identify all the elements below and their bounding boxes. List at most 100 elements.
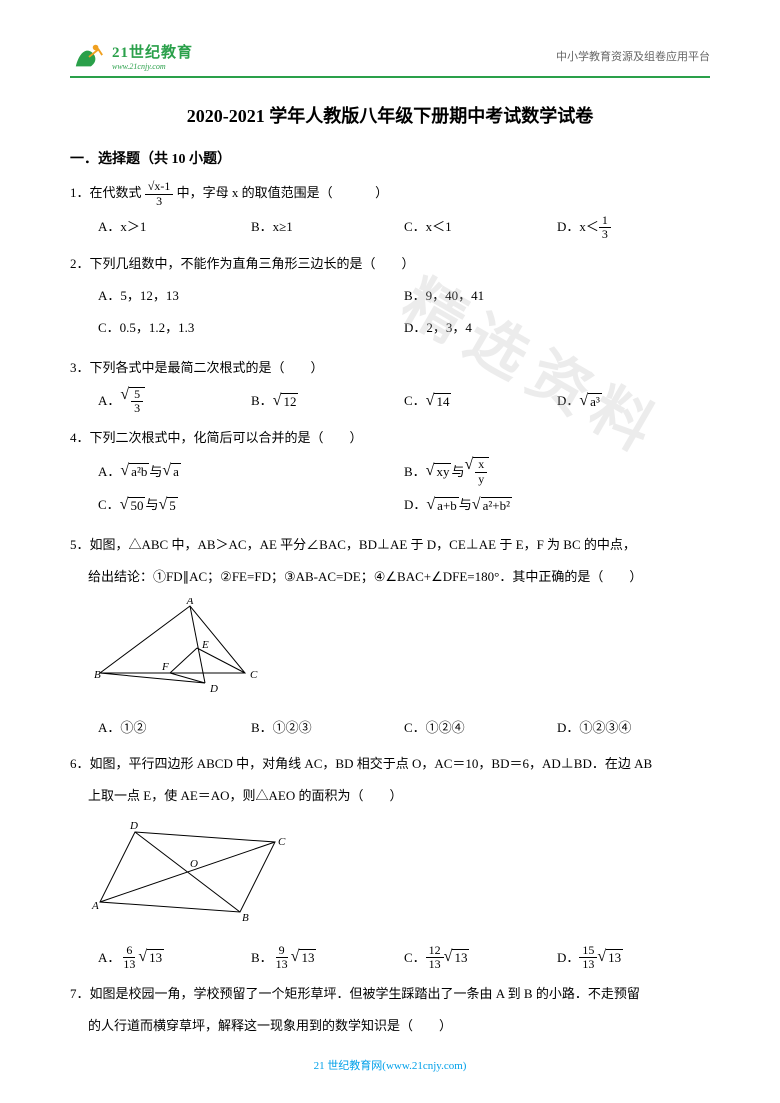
- q6-c-den: 13: [426, 958, 444, 971]
- q4-a-s1: √a²b: [120, 463, 149, 480]
- question-3: 3．下列各式中是最简二次根式的是（ ） A． √ 5 3 B． √12: [70, 355, 710, 415]
- q6-b-den: 13: [273, 958, 291, 971]
- q3-options: A． √ 5 3 B． √12 C． √14: [70, 387, 710, 415]
- sqrt-icon: √: [120, 497, 129, 513]
- q4-b-and: 与: [451, 459, 464, 485]
- q3-a-sqrt: √ 5 3: [120, 387, 145, 415]
- q3-a-num: 5: [131, 388, 143, 402]
- q1-expression: √x-1 3: [145, 180, 174, 207]
- q6-line1: 6．如图，平行四边形 ABCD 中，对角线 AC，BD 相交于点 O，AC＝10…: [70, 751, 710, 777]
- q6-A: A: [91, 900, 99, 912]
- q4-c-s1: √50: [120, 497, 146, 514]
- q1-opt-a: A．x＞1: [98, 214, 251, 241]
- sqrt-icon: √: [426, 497, 435, 513]
- q4-b-b1: xy: [434, 463, 451, 480]
- q5-options: A．①② B．①②③ C．①②④ D．①②③④: [70, 715, 710, 741]
- q2-opt-a: A．5，12，13: [98, 283, 404, 309]
- q5-opt-d: D．①②③④: [557, 715, 710, 741]
- q2-opt-d: D．2，3，4: [404, 315, 710, 341]
- sqrt-icon: √: [472, 497, 481, 513]
- q4-b-den: y: [475, 473, 487, 486]
- q4-a-b2: a: [171, 463, 181, 480]
- q5-C: C: [250, 669, 258, 681]
- q4-b-num: x: [475, 458, 487, 472]
- q6-B: B: [242, 912, 249, 924]
- q6-b-rad: 13: [299, 949, 316, 966]
- q6-c-label: C．: [404, 945, 426, 971]
- q1-opt-d-lt: ＜: [586, 214, 599, 240]
- footer: 21 世纪教育网(www.21cnjy.com): [0, 1057, 780, 1073]
- q6-a-den: 13: [120, 958, 138, 971]
- q6-b-num: 9: [276, 944, 288, 958]
- q6-svg: D C B A O: [90, 817, 290, 927]
- q7-line2: 的人行道而横穿草坪，解释这一现象用到的数学知识是（ ）: [70, 1013, 710, 1039]
- q6-c-sqrt: √13: [444, 949, 470, 966]
- sqrt-icon: √: [579, 393, 588, 409]
- sqrt-icon: √: [444, 949, 453, 965]
- q3-opt-d: D． √a³: [557, 387, 710, 415]
- q3-opt-b: B． √12: [251, 387, 404, 415]
- q6-d-label: D．: [557, 945, 579, 971]
- q6-C: C: [278, 836, 286, 848]
- q3-a-den: 3: [131, 402, 143, 415]
- q3-c-body: 14: [434, 393, 451, 410]
- logo-icon: [70, 40, 108, 72]
- q1-opt-d-frac: 1 3: [599, 214, 611, 241]
- q4-c-s2: √5: [158, 497, 177, 514]
- q2-opt-b: B．9，40，41: [404, 283, 710, 309]
- q6-c-rad: 13: [452, 949, 469, 966]
- q5-opt-c: C．①②④: [404, 715, 557, 741]
- q4-c-label: C．: [98, 492, 120, 518]
- q6-b-sqrt: √13: [291, 949, 317, 966]
- q3-b-label: B．: [251, 388, 273, 414]
- q6-b-label: B．: [251, 945, 273, 971]
- question-5: 5．如图，△ABC 中，AB＞AC，AE 平分∠BAC，BD⊥AE 于 D，CE…: [70, 532, 710, 741]
- q3-a-frac: 5 3: [131, 388, 143, 415]
- q3-d-body: a³: [588, 393, 602, 410]
- q6-b-frac: 913: [273, 944, 291, 971]
- q5-E: E: [201, 639, 209, 651]
- q1-text-b: 中，字母 x 的取值范围是（: [177, 185, 333, 200]
- sqrt-icon: √: [273, 393, 282, 409]
- exam-title: 2020-2021 学年人教版八年级下册期中考试数学试卷: [70, 102, 710, 128]
- q5-B: B: [94, 669, 101, 681]
- q4-c-b1: 50: [128, 497, 145, 514]
- q6-d-rad: 13: [606, 949, 623, 966]
- q7-line1: 7．如图是校园一角，学校预留了一个矩形草坪．但被学生踩踏出了一条由 A 到 B …: [70, 981, 710, 1007]
- q3-c-sqrt: √14: [426, 393, 452, 410]
- q3-d-label: D．: [557, 388, 579, 414]
- q4-d-b1: a+b: [435, 497, 459, 514]
- q4-d-label: D．: [404, 492, 426, 518]
- q4-text: 4．下列二次根式中，化简后可以合并的是（ ）: [70, 425, 710, 451]
- q1-d-den: 3: [599, 228, 611, 241]
- sqrt-icon: √: [138, 949, 147, 965]
- q4-c-and: 与: [145, 492, 158, 518]
- logo-text: 21世纪教育 www.21cnjy.com: [112, 41, 193, 71]
- q4-b-s1: √xy: [426, 463, 452, 480]
- q5-F: F: [161, 661, 169, 673]
- q6-d-sqrt: √13: [597, 949, 623, 966]
- q1-text-c: ）: [375, 185, 388, 200]
- q4-a-label: A．: [98, 459, 120, 485]
- q6-line2: 上取一点 E，使 AE＝AO，则△AEO 的面积为（ ）: [70, 783, 710, 809]
- q6-c-num: 12: [426, 944, 444, 958]
- logo-url: www.21cnjy.com: [112, 62, 193, 71]
- q4-b-s2: √xy: [464, 457, 489, 485]
- q4-opt-d: D． √a+b 与 √a²+b²: [404, 492, 710, 518]
- q1-frac-num: √x-1: [145, 180, 174, 194]
- q2-text: 2．下列几组数中，不能作为直角三角形三边长的是（ ）: [70, 251, 710, 277]
- q1-opt-b: B．x≥1: [251, 214, 404, 241]
- q6-options: A． 613 √13 B． 913 √13 C． 1213 √13 D． 151…: [70, 944, 710, 971]
- q5-A: A: [186, 598, 194, 607]
- q4-opt-a: A． √a²b 与 √a: [98, 457, 404, 485]
- q6-D: D: [129, 820, 138, 832]
- q5-opt-b: B．①②③: [251, 715, 404, 741]
- q5-figure: A B C D E F: [90, 598, 710, 707]
- q6-opt-c: C． 1213 √13: [404, 944, 557, 971]
- q2-opt-c: C．0.5，1.2，1.3: [98, 315, 404, 341]
- q4-b-b2: xy: [473, 457, 489, 485]
- q1-frac-den: 3: [153, 195, 165, 208]
- q1-opt-d: D．x ＜ 1 3: [557, 214, 710, 241]
- q6-d-num: 15: [579, 944, 597, 958]
- q1-options: A．x＞1 B．x≥1 C．x＜1 D．x ＜ 1 3: [70, 214, 710, 241]
